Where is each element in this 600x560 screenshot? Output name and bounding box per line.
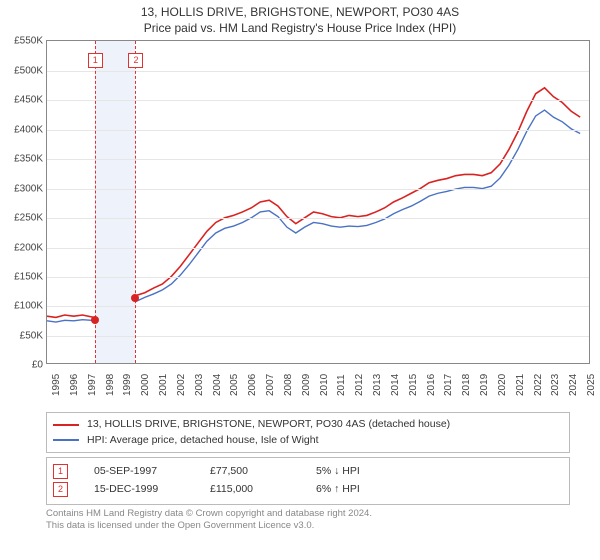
- legend-label: HPI: Average price, detached house, Isle…: [87, 433, 319, 448]
- transaction-row: 2 15-DEC-1999 £115,000 6% ↑ HPI: [53, 481, 563, 499]
- transaction-row: 1 05-SEP-1997 £77,500 5% ↓ HPI: [53, 463, 563, 481]
- transaction-price: £115,000: [210, 481, 290, 499]
- x-axis-label: 2014: [390, 374, 401, 396]
- x-axis-label: 2011: [336, 375, 347, 397]
- y-gridline: [47, 336, 589, 337]
- x-axis-label: 2016: [426, 374, 437, 396]
- transaction-id-box: 2: [53, 482, 68, 497]
- legend: 13, HOLLIS DRIVE, BRIGHSTONE, NEWPORT, P…: [46, 412, 570, 452]
- footer-line-1: Contains HM Land Registry data © Crown c…: [46, 508, 570, 520]
- transaction-price: £77,500: [210, 463, 290, 481]
- transaction-id-box: 1: [53, 464, 68, 479]
- transactions-table: 1 05-SEP-1997 £77,500 5% ↓ HPI 2 15-DEC-1999 £…: [46, 457, 570, 505]
- y-axis-label: £300K: [1, 183, 43, 194]
- y-axis-label: £200K: [1, 242, 43, 253]
- title-subtitle: Price paid vs. HM Land Registry's House …: [0, 20, 600, 36]
- x-axis-label: 2013: [372, 374, 383, 396]
- sale-dot: [131, 294, 139, 302]
- chart: £0 £50K £100K £150K £200K £250K £300K £350K £400…: [0, 40, 600, 410]
- y-gridline: [47, 130, 589, 131]
- x-axis-label: 1997: [87, 374, 98, 396]
- sale-period-band: [95, 41, 136, 363]
- sale-marker-box: 2: [128, 53, 143, 68]
- y-axis-label: £50K: [1, 330, 43, 341]
- y-axis-label: £150K: [1, 272, 43, 283]
- title-address: 13, HOLLIS DRIVE, BRIGHSTONE, NEWPORT, P…: [0, 4, 600, 20]
- x-axis-label: 2008: [283, 374, 294, 396]
- transaction-date: 15-DEC-1999: [94, 481, 184, 499]
- y-gridline: [47, 218, 589, 219]
- x-axis-label: 2018: [461, 374, 472, 396]
- x-axis-label: 2024: [568, 374, 579, 396]
- legend-swatch: [53, 424, 79, 426]
- x-axis-label: 2004: [212, 374, 223, 396]
- x-axis-label: 2020: [497, 374, 508, 396]
- x-axis-label: 2025: [586, 374, 597, 396]
- y-axis-label: £100K: [1, 301, 43, 312]
- y-gridline: [47, 189, 589, 190]
- sale-marker-box: 1: [88, 53, 103, 68]
- legend-label: 13, HOLLIS DRIVE, BRIGHSTONE, NEWPORT, P…: [87, 417, 450, 432]
- transaction-delta: 6% ↑ HPI: [316, 481, 360, 499]
- x-axis-label: 2009: [301, 374, 312, 396]
- x-axis-label: 2022: [533, 374, 544, 396]
- y-axis-label: £400K: [1, 124, 43, 135]
- y-axis-label: £250K: [1, 213, 43, 224]
- y-axis-label: £500K: [1, 65, 43, 76]
- y-gridline: [47, 71, 589, 72]
- x-axis-label: 2019: [479, 374, 490, 396]
- sale-dot: [91, 316, 99, 324]
- x-axis-label: 2017: [443, 374, 454, 396]
- y-gridline: [47, 248, 589, 249]
- x-axis-label: 1999: [122, 374, 133, 396]
- x-axis-label: 2003: [194, 374, 205, 396]
- page: 13, HOLLIS DRIVE, BRIGHSTONE, NEWPORT, P…: [0, 0, 600, 560]
- footer-line-2: This data is licensed under the Open Gov…: [46, 520, 570, 532]
- y-gridline: [47, 159, 589, 160]
- y-axis-label: £350K: [1, 154, 43, 165]
- x-axis-label: 1998: [105, 374, 116, 396]
- y-axis-label: £550K: [1, 36, 43, 47]
- x-axis-label: 2007: [265, 374, 276, 396]
- x-axis-label: 2005: [229, 374, 240, 396]
- legend-item: HPI: Average price, detached house, Isle…: [53, 433, 563, 448]
- x-axis-label: 1995: [51, 374, 62, 396]
- x-axis-label: 2006: [247, 374, 258, 396]
- y-gridline: [47, 100, 589, 101]
- x-axis-label: 2012: [354, 374, 365, 396]
- title-block: 13, HOLLIS DRIVE, BRIGHSTONE, NEWPORT, P…: [0, 0, 600, 36]
- legend-swatch: [53, 439, 79, 441]
- transaction-date: 05-SEP-1997: [94, 463, 184, 481]
- y-axis-label: £0: [1, 360, 43, 371]
- x-axis-label: 2023: [550, 374, 561, 396]
- transaction-delta: 5% ↓ HPI: [316, 463, 360, 481]
- footer: Contains HM Land Registry data © Crown c…: [46, 508, 570, 533]
- y-gridline: [47, 306, 589, 307]
- x-axis-label: 1996: [69, 374, 80, 396]
- plot-area: £0£50K£100K£150K£200K£250K£300K£350K£400…: [46, 40, 590, 364]
- y-axis-label: £450K: [1, 95, 43, 106]
- x-axis-label: 2002: [176, 374, 187, 396]
- x-axis-label: 2001: [158, 374, 169, 396]
- x-axis-label: 2015: [408, 374, 419, 396]
- sale-marker-line: [135, 41, 136, 363]
- legend-item: 13, HOLLIS DRIVE, BRIGHSTONE, NEWPORT, P…: [53, 417, 563, 432]
- x-axis-label: 2000: [140, 374, 151, 396]
- x-axis-label: 2010: [319, 374, 330, 396]
- x-axis-label: 2021: [515, 374, 526, 396]
- y-gridline: [47, 277, 589, 278]
